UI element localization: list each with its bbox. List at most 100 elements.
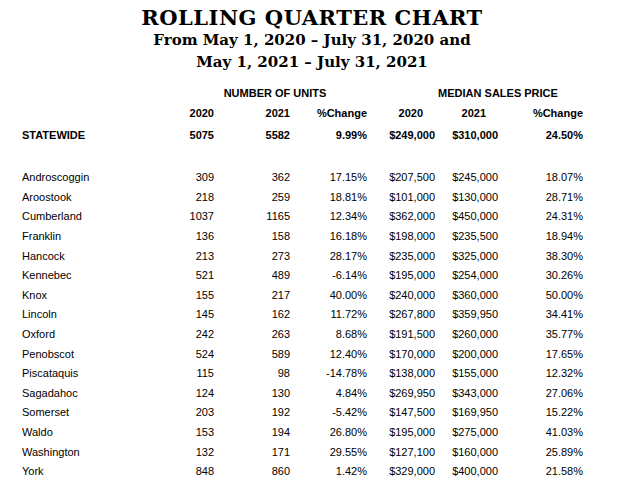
price-2021-value: $200,000 — [435, 344, 498, 364]
table-row: Lincoln 145 162 11.72% $267,800 $359,950… — [22, 305, 583, 325]
county-name: Knox — [22, 286, 162, 306]
county-rows: Androscoggin 309 362 17.15% $207,500 $24… — [22, 168, 583, 482]
price-change-value: 27.06% — [498, 384, 583, 404]
county-header-cell — [22, 102, 162, 124]
rolling-quarter-table: NUMBER OF UNITS MEDIAN SALES PRICE 2020 … — [22, 84, 583, 482]
units-2021-value: 192 — [214, 403, 290, 423]
units-2020-value: 124 — [162, 384, 214, 404]
price-2021-value: $254,000 — [435, 266, 498, 286]
price-2020-value: $195,000 — [367, 423, 435, 443]
price-2021-value: $360,000 — [435, 286, 498, 306]
price-change-value: 18.07% — [498, 168, 583, 188]
price-2021-value: $169,950 — [435, 403, 498, 423]
price-change-value: 25.89% — [498, 442, 583, 462]
county-name: Penobscot — [22, 344, 162, 364]
price-2020-value: $198,000 — [367, 227, 435, 247]
county-name: Cumberland — [22, 207, 162, 227]
table-row: York 848 860 1.42% $329,000 $400,000 21.… — [22, 462, 583, 482]
table-row: Washington 132 171 29.55% $127,100 $160,… — [22, 442, 583, 462]
units-2020-value: 203 — [162, 403, 214, 423]
units-change-value: 29.55% — [290, 442, 367, 462]
price-2020-header: 2020 — [367, 102, 435, 124]
units-2021-value: 489 — [214, 266, 290, 286]
county-name: Piscataquis — [22, 364, 162, 384]
county-name: Lincoln — [22, 305, 162, 325]
units-change-value: 18.81% — [290, 188, 367, 208]
table-row: Somerset 203 192 -5.42% $147,500 $169,95… — [22, 403, 583, 423]
units-change-value: 26.80% — [290, 423, 367, 443]
table-row: Piscataquis 115 98 -14.78% $138,000 $155… — [22, 364, 583, 384]
units-change-value: 1.42% — [290, 462, 367, 482]
price-change-value: 34.41% — [498, 305, 583, 325]
units-change-value: 16.18% — [290, 227, 367, 247]
units-2021-value: 589 — [214, 344, 290, 364]
units-change-value: 12.40% — [290, 344, 367, 364]
units-2020-value: 132 — [162, 442, 214, 462]
units-2020-value: 213 — [162, 246, 214, 266]
price-change-header: %Change — [498, 102, 583, 124]
table-row: Franklin 136 158 16.18% $198,000 $235,50… — [22, 227, 583, 247]
units-2020-value: 218 — [162, 188, 214, 208]
price-2020-value: $195,000 — [367, 266, 435, 286]
price-2021-value: $400,000 — [435, 462, 498, 482]
price-change-value: 17.65% — [498, 344, 583, 364]
county-name: Sagadahoc — [22, 384, 162, 404]
price-2020-value: $240,000 — [367, 286, 435, 306]
units-change-value: -6.14% — [290, 266, 367, 286]
table-row: Androscoggin 309 362 17.15% $207,500 $24… — [22, 168, 583, 188]
county-name: Somerset — [22, 403, 162, 423]
county-name: Aroostook — [22, 188, 162, 208]
table-row: Hancock 213 273 28.17% $235,000 $325,000… — [22, 246, 583, 266]
table-row: Waldo 153 194 26.80% $195,000 $275,000 4… — [22, 423, 583, 443]
price-2020-value: $147,500 — [367, 403, 435, 423]
price-2021-value: $130,000 — [435, 188, 498, 208]
units-2020-value: 145 — [162, 305, 214, 325]
price-2020-value: $362,000 — [367, 207, 435, 227]
price-2020-value: $138,000 — [367, 364, 435, 384]
units-2020-value: 524 — [162, 344, 214, 364]
table-row: Penobscot 524 589 12.40% $170,000 $200,0… — [22, 344, 583, 364]
units-change-value: 28.17% — [290, 246, 367, 266]
units-2021-value: 362 — [214, 168, 290, 188]
statewide-units-change: 9.99% — [290, 124, 367, 146]
price-2021-value: $260,000 — [435, 325, 498, 345]
subtitle-line-1: From May 1, 2020 – July 31, 2020 and — [0, 29, 624, 51]
units-change-value: 40.00% — [290, 286, 367, 306]
units-2021-value: 860 — [214, 462, 290, 482]
units-2020-value: 136 — [162, 227, 214, 247]
price-change-value: 35.77% — [498, 325, 583, 345]
price-change-value: 30.26% — [498, 266, 583, 286]
price-change-value: 24.31% — [498, 207, 583, 227]
units-change-value: -5.42% — [290, 403, 367, 423]
price-2021-header: 2021 — [435, 102, 498, 124]
county-name: Kennebec — [22, 266, 162, 286]
price-2021-value: $245,000 — [435, 168, 498, 188]
price-2021-value: $450,000 — [435, 207, 498, 227]
units-change-value: 17.15% — [290, 168, 367, 188]
table-row: Kennebec 521 489 -6.14% $195,000 $254,00… — [22, 266, 583, 286]
units-2020-value: 115 — [162, 364, 214, 384]
price-2020-value: $191,500 — [367, 325, 435, 345]
column-header-row: 2020 2021 %Change 2020 2021 %Change — [22, 102, 583, 124]
units-2021-value: 1165 — [214, 207, 290, 227]
price-2021-value: $275,000 — [435, 423, 498, 443]
county-name: York — [22, 462, 162, 482]
table-row: Knox 155 217 40.00% $240,000 $360,000 50… — [22, 286, 583, 306]
units-2021-value: 217 — [214, 286, 290, 306]
table-row: Cumberland 1037 1165 12.34% $362,000 $45… — [22, 207, 583, 227]
spacer-row — [22, 146, 583, 168]
units-2021-value: 259 — [214, 188, 290, 208]
county-name: Hancock — [22, 246, 162, 266]
units-2021-value: 263 — [214, 325, 290, 345]
units-change-value: 4.84% — [290, 384, 367, 404]
report-page: ROLLING QUARTER CHART From May 1, 2020 –… — [0, 0, 624, 495]
statewide-price-change: 24.50% — [498, 124, 583, 146]
units-2021-value: 171 — [214, 442, 290, 462]
price-2021-value: $155,000 — [435, 364, 498, 384]
price-2021-value: $343,000 — [435, 384, 498, 404]
units-2021-value: 158 — [214, 227, 290, 247]
price-2020-value: $170,000 — [367, 344, 435, 364]
table-row: Sagadahoc 124 130 4.84% $269,950 $343,00… — [22, 384, 583, 404]
price-change-value: 12.32% — [498, 364, 583, 384]
price-change-value: 15.22% — [498, 403, 583, 423]
